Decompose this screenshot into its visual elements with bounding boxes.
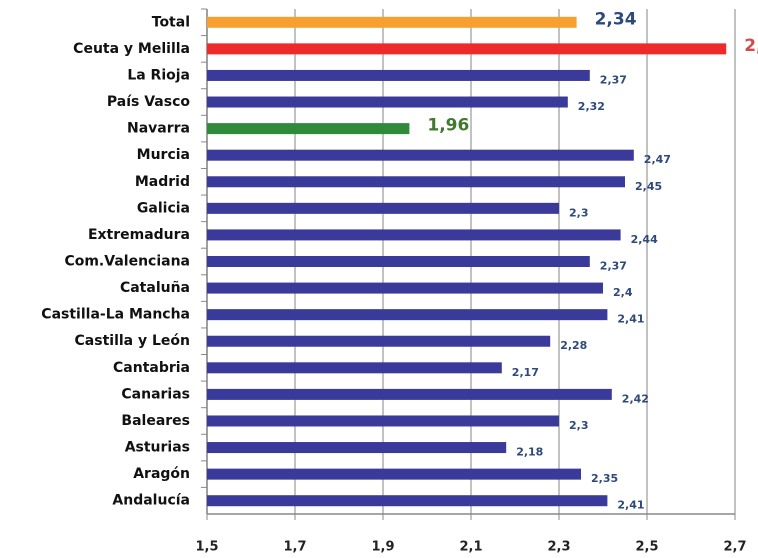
y-tick-label: Castilla y León [75,333,190,349]
bar [207,495,608,507]
y-tick-label: Navarra [127,121,190,137]
x-tick-label: 1,7 [283,540,306,555]
data-label: 2,42 [622,392,649,405]
data-label: 2,18 [516,446,543,459]
y-tick-label: Extremadura [88,227,190,243]
y-tick-label: Andalucía [112,493,190,509]
x-tick-label: 2,1 [459,540,482,555]
data-label: 2,3 [569,419,589,432]
y-tick-label: Com.Valenciana [64,254,190,270]
data-label: 2,32 [578,100,605,113]
bar [207,442,507,454]
bar [207,415,559,427]
data-label: 2,37 [600,73,627,86]
y-tick-label: Canarias [121,386,190,402]
data-label: 2,47 [644,153,671,166]
bar [207,149,634,161]
bar [207,256,590,267]
y-tick-label: Ceuta y Melilla [73,41,190,57]
x-tick-label: 1,5 [195,540,218,555]
data-label: 2,28 [560,339,587,352]
bar [207,123,410,135]
y-tick-label: Cataluña [120,280,190,296]
data-label: 2,35 [591,472,618,485]
data-label: 2,45 [635,180,662,193]
x-tick-label: 2,7 [723,540,746,555]
data-label: 2,44 [631,233,658,246]
x-tick-label: 2,5 [635,540,658,555]
data-label: 2,4 [613,286,633,299]
bar [207,229,621,241]
bar [207,69,590,81]
y-tick-label: La Rioja [127,67,190,83]
x-tick-label: 1,9 [371,540,394,555]
x-tick-label: 2,3 [547,540,570,555]
y-tick-label: Cantabria [113,360,190,376]
bar [207,202,559,214]
data-label: 2,34 [595,9,637,29]
y-tick-label: Total [152,14,190,30]
bar [207,282,603,294]
bar [207,362,502,374]
y-tick-label: Baleares [121,413,190,429]
data-label: 2,41 [617,499,644,512]
y-tick-label: Galicia [137,200,190,216]
data-label: 1,96 [427,116,469,136]
bar [207,43,727,55]
y-tick-label: Madrid [135,174,190,190]
bar [207,335,551,347]
bar [207,388,612,400]
data-label: 2,41 [617,313,644,326]
y-tick-label: Murcia [137,147,190,163]
bar [207,176,625,188]
data-label: 2,17 [512,366,539,379]
y-tick-label: Castilla-La Mancha [41,307,190,323]
bar [207,468,581,480]
y-tick-label: Asturias [125,440,190,456]
data-label: 2,68 [744,36,758,56]
y-tick-label: Aragón [133,466,190,482]
data-label: 2,37 [600,260,627,273]
bar [207,309,608,321]
data-label: 2,3 [569,206,589,219]
bar [207,16,577,28]
bar [207,96,568,108]
y-tick-label: País Vasco [107,94,190,110]
